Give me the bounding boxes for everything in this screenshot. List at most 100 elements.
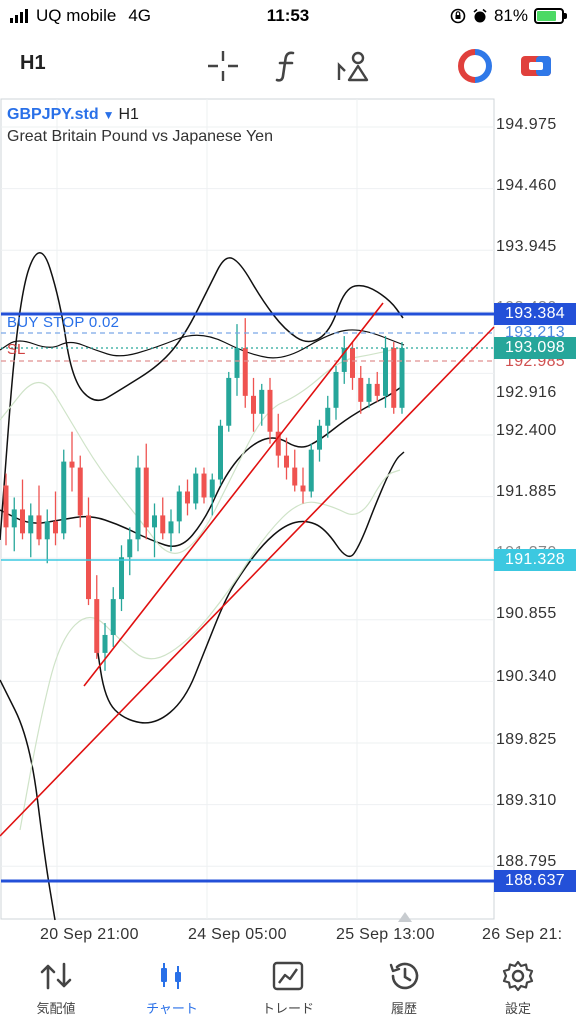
price-axis-label: 189.310 (496, 792, 557, 809)
price-axis-label: 189.825 (496, 731, 557, 748)
bollinger-lower-band (0, 679, 56, 921)
network-type: 4G (128, 6, 151, 25)
tp-price-tag: 193.213 (505, 324, 565, 341)
chart-canvas[interactable] (0, 98, 576, 928)
envelope-band (19, 469, 401, 831)
orientation-lock-icon (450, 8, 466, 24)
symbol-description: Great Britain Pound vs Japanese Yen (7, 128, 273, 145)
alarm-icon (473, 8, 487, 23)
price-axis-label: 190.855 (496, 605, 557, 622)
battery-percent: 81% (493, 6, 528, 25)
trade-panel-icon[interactable] (516, 46, 556, 86)
candle-body (209, 479, 215, 498)
candle-body (358, 377, 364, 402)
candle-body (53, 521, 58, 534)
candle-body (242, 348, 248, 396)
bollinger-middle-band (0, 384, 405, 547)
status-bar: UQ mobile 4G 11:53 81% (0, 0, 576, 34)
timeframe-button[interactable]: H1 (20, 52, 46, 74)
candle-body (110, 599, 116, 635)
candle-body (317, 425, 322, 450)
bollinger-lower-band (95, 451, 405, 724)
chart-symbol-header[interactable]: GBPJPY.std ▼ H1 (7, 106, 139, 124)
chart-shift-marker (398, 912, 412, 922)
price-axis-label: 190.340 (496, 668, 557, 685)
stop-loss-label[interactable]: SL (7, 341, 26, 358)
chart-toolbar: H1 (0, 38, 576, 92)
signal-icon (10, 9, 28, 23)
crosshair-icon[interactable] (203, 46, 243, 86)
candle-body (391, 348, 397, 408)
chart-timeframe: H1 (118, 106, 139, 123)
candle-body (102, 634, 108, 653)
candle-body (28, 515, 34, 534)
current-price-tag: 193.098 (494, 337, 576, 359)
time-axis-label: 24 Sep 05:00 (188, 926, 287, 943)
candle-body (399, 348, 405, 408)
candle-body (201, 473, 207, 498)
candle-body (143, 467, 149, 528)
history-icon (386, 958, 422, 994)
candle-body (94, 599, 100, 653)
time-axis-label: 20 Sep 21:00 (40, 926, 139, 943)
symbol-dropdown-icon[interactable]: ▼ (102, 108, 115, 122)
candle-body (300, 485, 306, 492)
candle-body (168, 521, 174, 534)
tab-label: チャート (146, 1001, 198, 1016)
candle-body (275, 431, 281, 456)
candle-body (61, 461, 67, 534)
price-axis-label: 194.975 (496, 116, 557, 133)
candle-body (3, 485, 9, 528)
settings-icon (501, 958, 535, 994)
tab-trade[interactable]: トレード (238, 958, 338, 1022)
price-axis-label: 192.400 (496, 422, 557, 439)
function-icon[interactable] (268, 46, 308, 86)
trendline (0, 326, 495, 837)
candle-body (308, 449, 314, 492)
candle-body (185, 491, 190, 504)
tab-settings[interactable]: 設定 (468, 958, 568, 1022)
trade-icon (271, 958, 305, 994)
candle-body (292, 467, 298, 486)
candle-body (152, 515, 157, 528)
symbol-name[interactable]: GBPJPY.std (7, 106, 99, 123)
chart-icon (155, 958, 189, 994)
tab-history[interactable]: 履歴 (354, 958, 454, 1022)
candle-body (44, 521, 50, 540)
candle-body (86, 515, 91, 600)
objects-icon[interactable] (333, 46, 373, 86)
candle-body (127, 539, 133, 558)
candle-body (234, 348, 240, 378)
candle-body (333, 371, 339, 408)
price-chart[interactable] (0, 98, 576, 928)
candle-body (36, 515, 42, 540)
bollinger-inner-band (0, 329, 405, 359)
chart-frame (0, 98, 495, 920)
price-axis-label: 191.885 (496, 483, 557, 500)
candle-body (20, 509, 25, 534)
tab-label: トレード (261, 1001, 314, 1016)
candle-body (366, 383, 372, 402)
candle-body (374, 383, 380, 396)
time-axis-label: 26 Sep 21: (482, 926, 563, 943)
quotes-icon (39, 958, 73, 994)
support-price-tag: 191.328 (494, 549, 576, 571)
carrier-name: UQ mobile (36, 6, 117, 25)
candle-body (226, 377, 232, 426)
buy-stop-price-tag: 193.384 (494, 303, 576, 325)
candle-body (251, 395, 256, 414)
candle-body (69, 461, 75, 468)
bollinger-upper-band (0, 252, 404, 541)
tab-chart[interactable]: チャート (122, 958, 222, 1022)
tab-label: 気配値 (36, 1001, 76, 1016)
buy-stop-order-label[interactable]: BUY STOP 0.02 (7, 314, 120, 331)
candle-body (119, 557, 124, 600)
time-axis-label: 25 Sep 13:00 (336, 926, 435, 943)
tab-quotes[interactable]: 気配値 (6, 958, 106, 1022)
price-axis-label: 188.795 (496, 853, 557, 870)
price-axis-label: 192.916 (496, 384, 557, 401)
one-click-trading-icon[interactable] (455, 46, 495, 86)
battery-icon (534, 8, 567, 24)
candle-body (11, 509, 17, 528)
